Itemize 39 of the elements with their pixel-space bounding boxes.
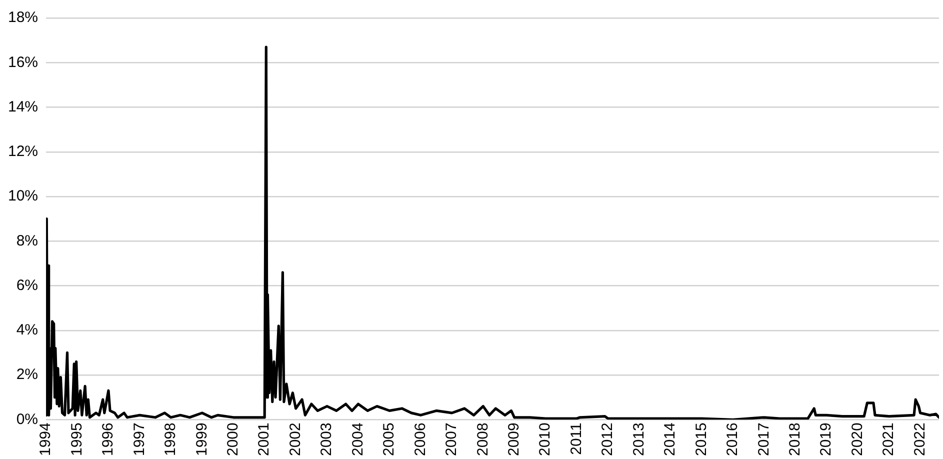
y-tick-label: 8% bbox=[16, 232, 38, 250]
x-tick-label: 2011 bbox=[568, 422, 585, 455]
x-tick-label: 2008 bbox=[474, 422, 492, 456]
x-tick-label: 2002 bbox=[286, 422, 304, 456]
x-tick-label: 2005 bbox=[380, 422, 398, 456]
x-tick-label: 2021 bbox=[880, 422, 898, 456]
y-tick-label: 14% bbox=[8, 98, 38, 116]
x-tick-label: 2019 bbox=[818, 422, 835, 456]
x-tick-label: 2000 bbox=[224, 422, 242, 456]
x-tick-label: 1995 bbox=[68, 422, 86, 456]
y-tick-label: 18% bbox=[8, 9, 38, 26]
x-tick-label: 2007 bbox=[443, 422, 460, 456]
x-tick-label: 2009 bbox=[506, 422, 523, 456]
x-tick-label: 2020 bbox=[848, 422, 866, 456]
x-tick-label: 2018 bbox=[786, 422, 804, 456]
x-tick-label: 2014 bbox=[662, 422, 679, 456]
y-tick-label: 4% bbox=[16, 322, 38, 339]
x-tick-label: 2012 bbox=[599, 422, 616, 456]
x-tick-label: 2022 bbox=[911, 422, 928, 456]
x-tick-label: 1994 bbox=[37, 422, 54, 456]
x-tick-label: 2003 bbox=[318, 422, 336, 456]
x-tick-label: 1999 bbox=[193, 422, 210, 456]
x-tick-label: 2010 bbox=[536, 422, 554, 456]
x-tick-label: 2017 bbox=[755, 422, 772, 456]
y-tick-label: 2% bbox=[16, 366, 38, 384]
x-tick-label: 2013 bbox=[630, 422, 648, 456]
x-tick-label: 1996 bbox=[100, 422, 117, 456]
y-tick-label: 12% bbox=[8, 143, 38, 160]
x-tick-label: 1998 bbox=[162, 422, 180, 456]
x-tick-label: 2015 bbox=[692, 422, 710, 456]
x-tick-label: 2004 bbox=[349, 422, 366, 456]
y-tick-label: 0% bbox=[16, 410, 38, 428]
x-tick-label: 2006 bbox=[412, 422, 429, 456]
x-tick-label: 2016 bbox=[724, 422, 742, 456]
y-tick-label: 6% bbox=[16, 276, 38, 294]
x-tick-label: 1997 bbox=[130, 422, 148, 456]
y-tick-label: 10% bbox=[8, 188, 38, 205]
y-tick-label: 16% bbox=[8, 54, 38, 71]
x-tick-label: 2001 bbox=[256, 422, 273, 456]
